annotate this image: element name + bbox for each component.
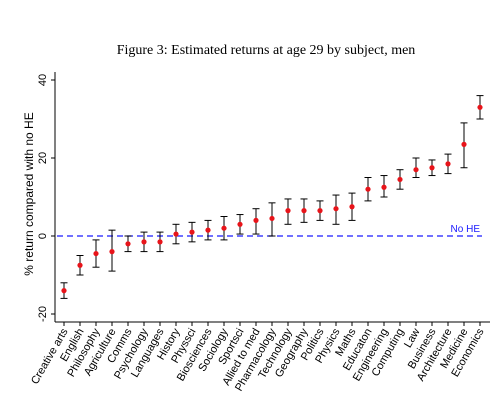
data-point	[221, 225, 227, 231]
y-ticks: -20 0 20 40	[37, 74, 55, 322]
y-tick-label: 20	[37, 152, 49, 164]
data-point	[253, 217, 259, 223]
data-point	[157, 239, 163, 245]
data-point	[109, 249, 115, 255]
data-point	[237, 221, 243, 227]
data-point	[189, 229, 195, 235]
data-point	[93, 250, 99, 257]
data-point	[477, 104, 483, 110]
data-point	[349, 204, 355, 210]
data-point	[173, 231, 179, 237]
data-point	[61, 288, 67, 294]
data-point	[397, 176, 403, 183]
data-point	[381, 184, 387, 190]
data-point	[77, 262, 83, 268]
data-points	[61, 104, 483, 294]
data-point	[125, 241, 131, 247]
error-bars	[60, 95, 484, 299]
data-point	[429, 165, 435, 171]
data-point	[461, 141, 467, 147]
y-axis-label: % return compared with no HE	[22, 112, 36, 275]
x-ticks: Creative artsEnglishPhilosophyAgricultur…	[29, 322, 487, 393]
data-point	[269, 215, 275, 222]
y-tick-label: -20	[37, 306, 49, 322]
y-tick-label: 0	[37, 233, 49, 239]
data-point	[141, 239, 147, 245]
data-point	[285, 208, 291, 214]
reference-line-label: No HE	[451, 224, 481, 235]
chart-title: Figure 3: Estimated returns at age 29 by…	[117, 43, 416, 58]
data-point	[205, 227, 211, 233]
y-tick-label: 40	[37, 74, 49, 86]
reference-line-group: No HE	[57, 224, 482, 237]
data-point	[413, 167, 419, 173]
data-point	[301, 208, 307, 214]
data-point	[317, 208, 323, 214]
data-point	[365, 186, 371, 192]
data-point	[445, 161, 451, 167]
data-point	[333, 206, 339, 212]
